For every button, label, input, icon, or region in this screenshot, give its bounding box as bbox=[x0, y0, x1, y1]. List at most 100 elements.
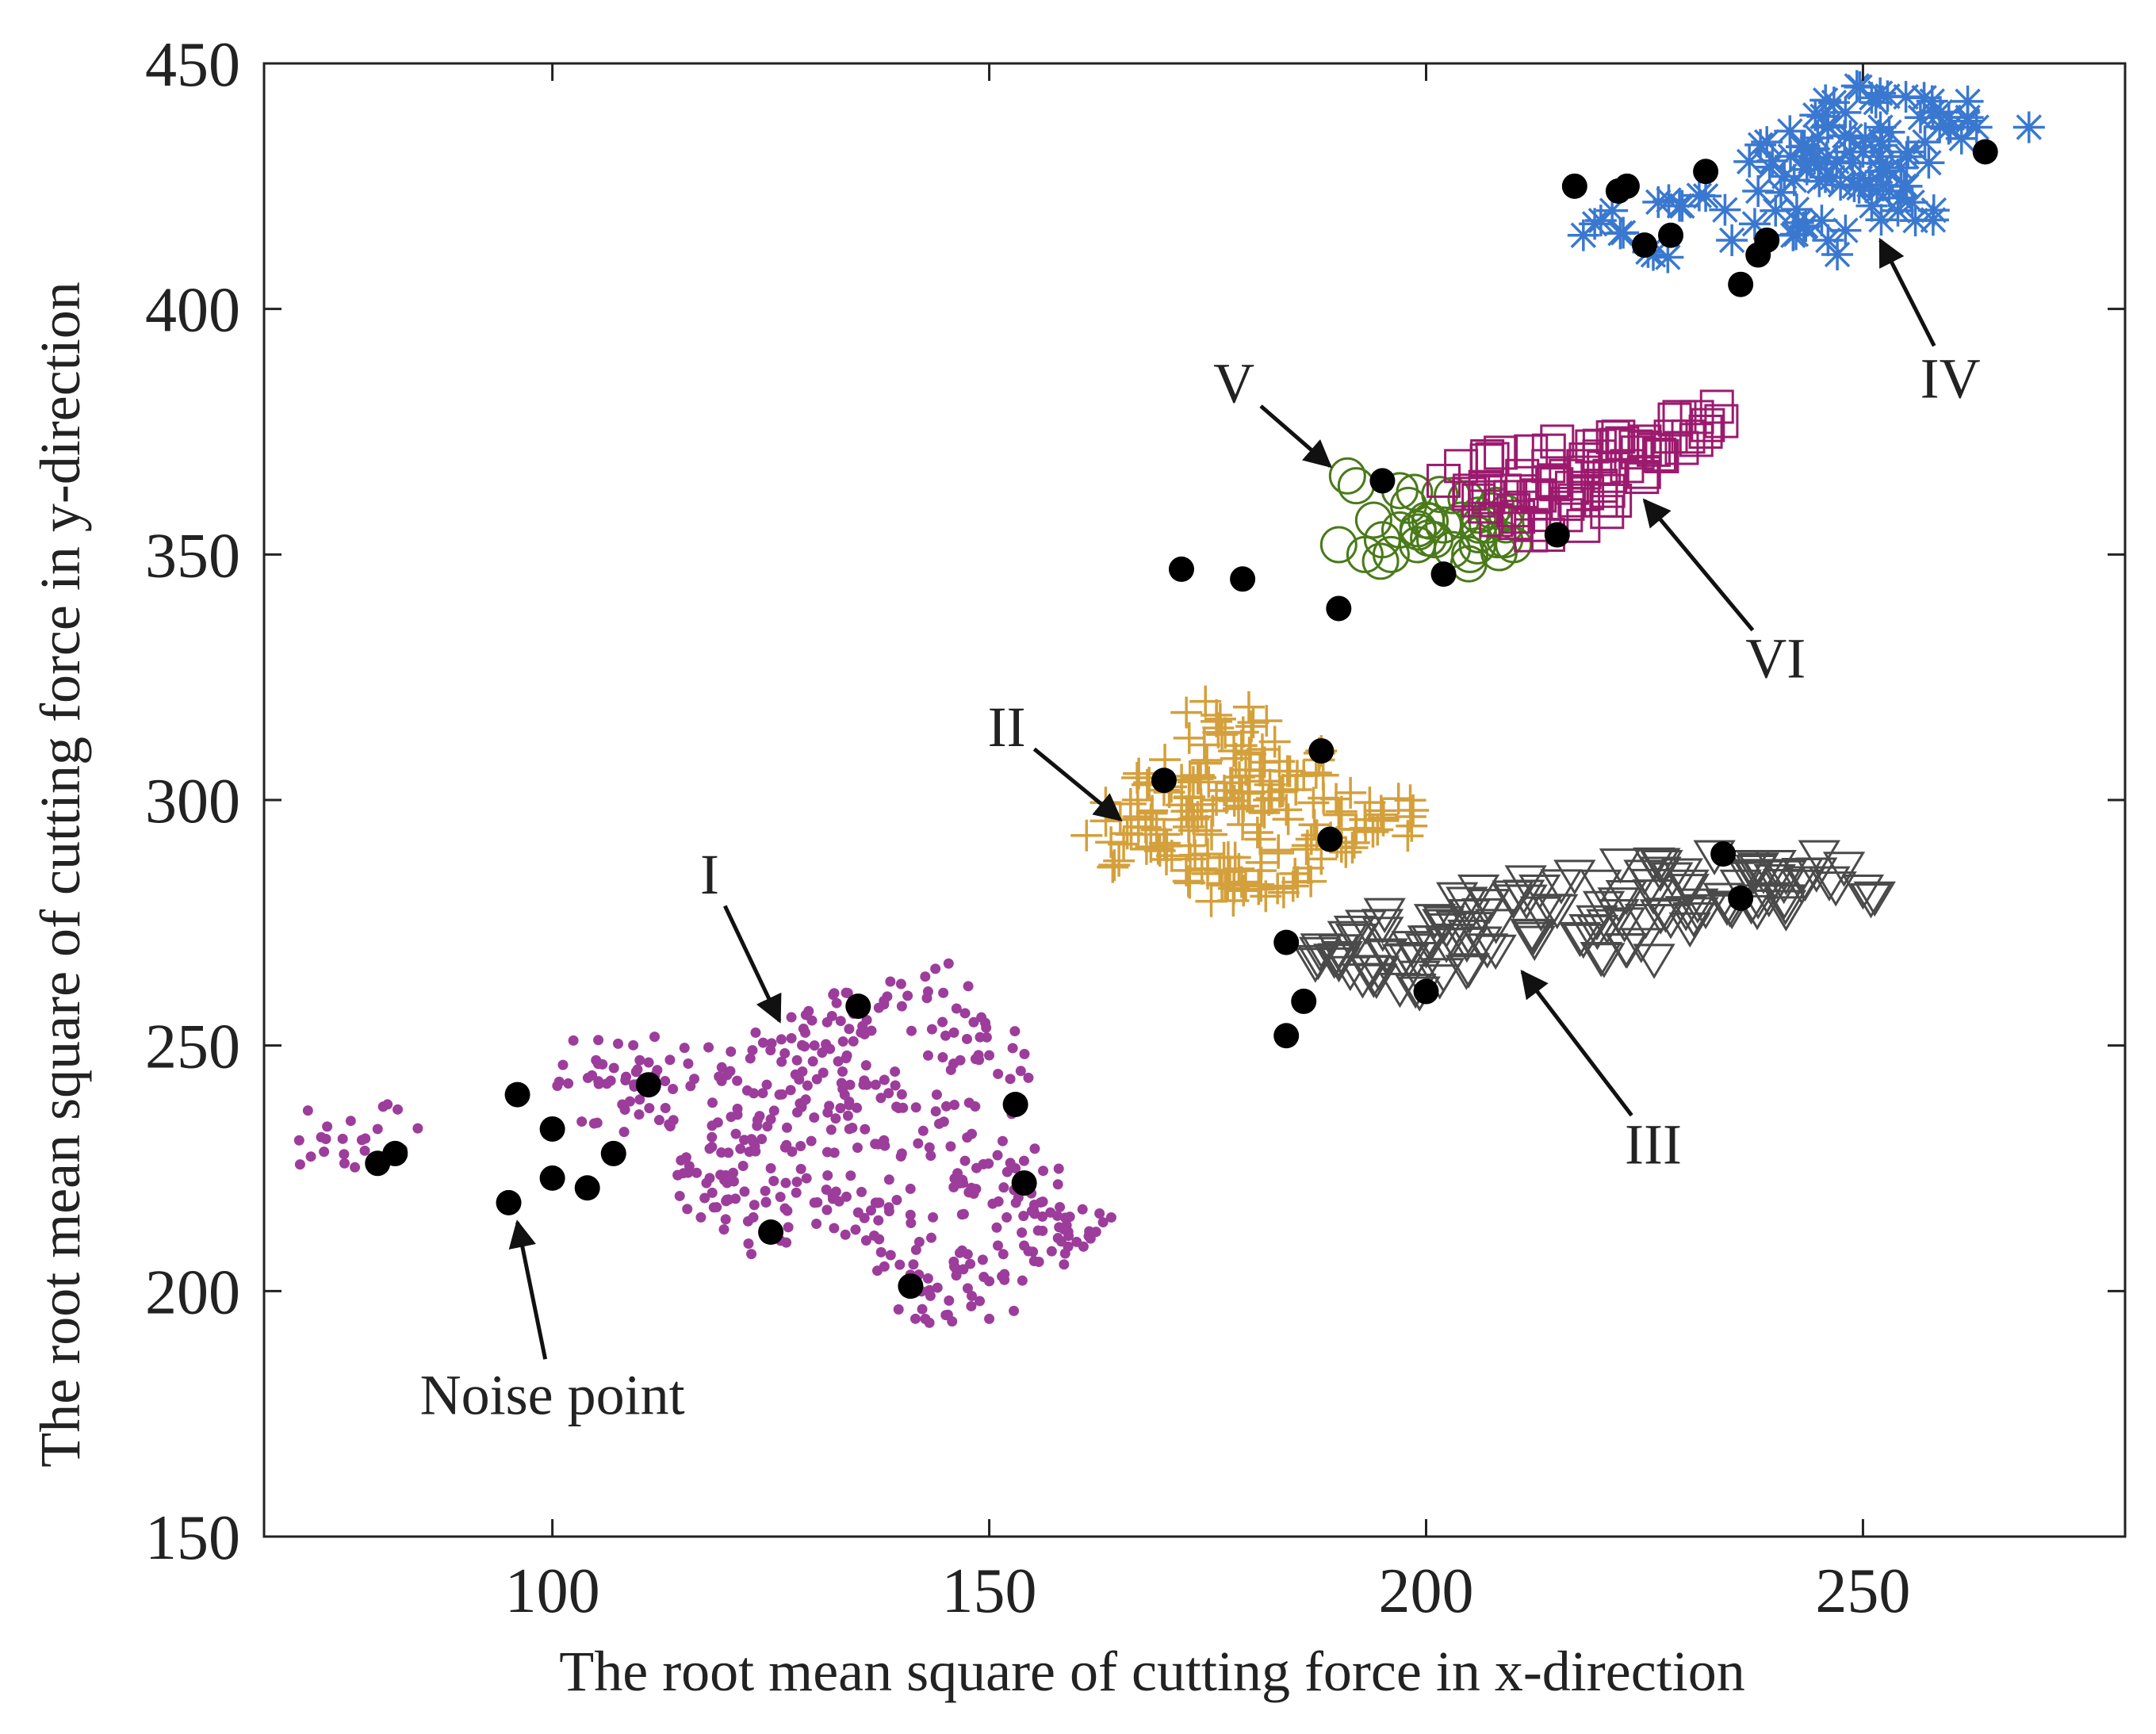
cluster-II-point bbox=[1262, 836, 1295, 869]
cluster-I-point bbox=[940, 1100, 952, 1112]
cluster-III-point bbox=[1781, 857, 1824, 894]
cluster-I-point bbox=[829, 1223, 840, 1234]
cluster-I-point bbox=[848, 1035, 859, 1047]
cluster-VI-point bbox=[1653, 419, 1688, 454]
cluster-I-point bbox=[322, 1121, 333, 1132]
cluster-III-point bbox=[1624, 903, 1668, 940]
cluster-I-point bbox=[716, 1147, 727, 1158]
cluster-II-point bbox=[1129, 811, 1162, 844]
cluster-III-point bbox=[1582, 890, 1626, 927]
cluster-I-point bbox=[967, 1291, 978, 1302]
cluster-I-point bbox=[707, 1120, 718, 1131]
cluster-IV-point bbox=[1579, 208, 1611, 240]
cluster-I-point bbox=[783, 1222, 794, 1233]
cluster-VI-point bbox=[1643, 438, 1678, 473]
cluster-II-point bbox=[1255, 783, 1288, 815]
cluster-I-point bbox=[875, 1093, 887, 1104]
x-tick-label: 250 bbox=[1815, 1556, 1910, 1626]
cluster-I-point bbox=[974, 1055, 985, 1066]
cluster-I-point bbox=[894, 1259, 906, 1270]
cluster-III-point bbox=[1599, 848, 1642, 884]
cluster-III-point bbox=[1651, 862, 1694, 898]
cluster-II-point bbox=[1191, 744, 1224, 776]
cluster-III-point bbox=[1413, 904, 1457, 940]
cluster-II-point bbox=[1195, 885, 1227, 917]
cluster-I-point bbox=[620, 1074, 631, 1085]
x-tick-label: 100 bbox=[505, 1556, 600, 1626]
noise-point bbox=[1614, 173, 1640, 199]
cluster-VI-point bbox=[1587, 450, 1622, 485]
cluster-I-point bbox=[837, 1036, 848, 1047]
cluster-III-point bbox=[1729, 861, 1771, 898]
x-axis-title: The root mean square of cutting force in… bbox=[559, 1640, 1744, 1703]
cluster-I-point bbox=[821, 1016, 833, 1028]
cluster-I-point bbox=[879, 1074, 890, 1085]
cluster-IV-point bbox=[1885, 182, 1917, 214]
cluster-IV-point bbox=[1756, 144, 1789, 177]
cluster-I-point bbox=[593, 1035, 604, 1046]
cluster-I-point bbox=[624, 1096, 635, 1107]
cluster-I-point bbox=[798, 1023, 809, 1034]
cluster-I-point bbox=[1028, 1256, 1040, 1267]
cluster-I-point bbox=[871, 1265, 883, 1277]
cluster-II-point bbox=[1307, 759, 1339, 791]
cluster-II-point bbox=[1250, 705, 1283, 737]
cluster-III-point bbox=[1363, 898, 1406, 934]
cluster-IV-point bbox=[1652, 241, 1684, 274]
noise-point bbox=[1011, 1170, 1037, 1196]
cluster-I-point bbox=[746, 1249, 757, 1260]
cluster-VI-point bbox=[1679, 423, 1714, 457]
cluster-III-point bbox=[1742, 859, 1785, 894]
cluster-I-point bbox=[910, 1244, 921, 1255]
cluster-I-point bbox=[1059, 1259, 1070, 1270]
cluster-I-point bbox=[824, 1100, 835, 1112]
cluster-I-point bbox=[634, 1055, 645, 1066]
cluster-I-point bbox=[743, 1238, 754, 1250]
cluster-III-point bbox=[1503, 879, 1545, 915]
cluster-I-point bbox=[925, 1290, 936, 1301]
cluster-IV-point bbox=[1909, 126, 1941, 159]
cluster-II-point bbox=[1292, 852, 1324, 884]
cluster-IV-point bbox=[1787, 211, 1820, 243]
cluster-I-point bbox=[582, 1073, 593, 1084]
cluster-I-point bbox=[890, 1066, 901, 1078]
cluster-VI-point bbox=[1671, 419, 1706, 454]
cluster-I-point bbox=[1005, 1158, 1016, 1169]
cluster-I-point bbox=[841, 1191, 852, 1202]
cluster-III-point bbox=[1423, 905, 1465, 942]
cluster-III-point bbox=[1605, 879, 1648, 916]
cluster-I-point bbox=[680, 1152, 691, 1163]
cluster-II-point bbox=[1098, 849, 1131, 882]
y-axis-title: The root mean square of cutting force in… bbox=[29, 281, 92, 1467]
cluster-II-point bbox=[1216, 767, 1248, 799]
annotation-label: IV bbox=[1920, 346, 1981, 410]
cluster-I-point bbox=[302, 1105, 313, 1116]
cluster-I-point bbox=[779, 1047, 791, 1058]
cluster-I-point bbox=[337, 1133, 348, 1144]
noise-point bbox=[1002, 1091, 1028, 1117]
cluster-III-point bbox=[1639, 899, 1682, 935]
cluster-I-point bbox=[339, 1158, 350, 1169]
cluster-I-point bbox=[749, 1088, 760, 1099]
cluster-V-point bbox=[1354, 501, 1392, 539]
cluster-I-point bbox=[913, 1138, 924, 1149]
noise-point bbox=[1369, 468, 1396, 494]
cluster-I-point bbox=[576, 1116, 588, 1127]
cluster-II-point bbox=[1174, 867, 1206, 899]
cluster-II-point bbox=[1115, 818, 1147, 851]
cluster-I-point bbox=[977, 1254, 988, 1265]
annotation-arrow bbox=[1259, 404, 1332, 469]
noise-point bbox=[1168, 556, 1194, 582]
cluster-I-point bbox=[809, 1040, 820, 1051]
cluster-II-point bbox=[1212, 841, 1244, 874]
cluster-I-point bbox=[749, 1200, 760, 1211]
cluster-I-point bbox=[760, 1196, 772, 1208]
cluster-VI-point bbox=[1704, 404, 1739, 438]
cluster-III-point bbox=[1644, 898, 1687, 933]
cluster-I-point bbox=[679, 1043, 690, 1054]
cluster-I-point bbox=[721, 1196, 732, 1207]
cluster-I-point bbox=[966, 1300, 977, 1311]
cluster-I-point bbox=[726, 1046, 737, 1057]
cluster-VI-point bbox=[1664, 431, 1699, 465]
cluster-I-point bbox=[917, 1303, 928, 1315]
